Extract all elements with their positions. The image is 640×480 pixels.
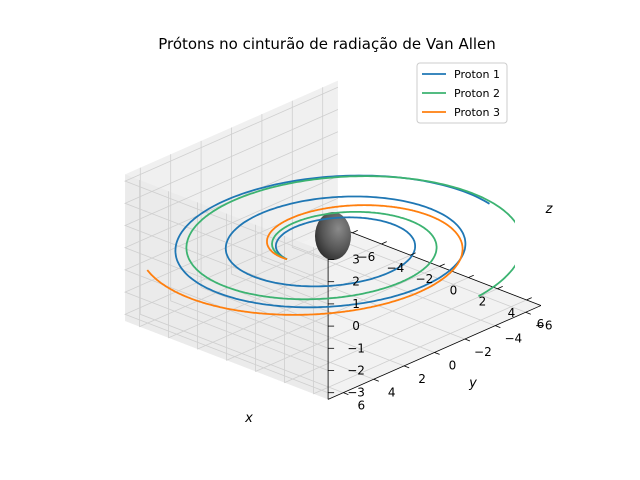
gridline-y bbox=[170, 154, 374, 380]
y-tick-label: 4 bbox=[388, 385, 396, 399]
earth-sphere-body bbox=[315, 212, 351, 260]
trajectory-line bbox=[146, 204, 464, 316]
x-tick-mark bbox=[381, 241, 387, 245]
gridline-y bbox=[231, 127, 435, 353]
gridline-x bbox=[255, 224, 469, 373]
x-tick-label: 0 bbox=[450, 283, 458, 297]
legend-label-1: Proton 1 bbox=[454, 68, 500, 81]
gridline-x bbox=[313, 247, 527, 395]
z-tick-label: 3 bbox=[352, 253, 360, 267]
gridline-z bbox=[124, 220, 339, 394]
z-tick-label: 0 bbox=[352, 319, 360, 333]
y-tick-label: −2 bbox=[474, 345, 492, 359]
x-tick-mark bbox=[410, 252, 416, 256]
trajectories bbox=[146, 174, 515, 316]
y-tick-label: 2 bbox=[418, 372, 426, 386]
legend: Proton 1 Proton 2 Proton 3 bbox=[416, 62, 508, 124]
y-tick-mark bbox=[495, 325, 501, 328]
x-tick-label: −6 bbox=[358, 250, 376, 264]
gridline-z bbox=[124, 131, 339, 305]
z-tick-label: 1 bbox=[352, 297, 360, 311]
grid-lines bbox=[124, 86, 527, 395]
x-tick-mark bbox=[439, 263, 445, 267]
x-tick-mark bbox=[352, 230, 358, 234]
y-tick-mark bbox=[525, 311, 531, 315]
y-tick-label: 0 bbox=[449, 359, 457, 373]
x-tick-label: 4 bbox=[508, 306, 516, 320]
gridline-z bbox=[124, 86, 339, 260]
gridline-y bbox=[139, 167, 344, 394]
trajectory-line bbox=[185, 175, 515, 301]
gridline-y bbox=[291, 100, 496, 327]
z-tick-label: −2 bbox=[347, 364, 365, 378]
gridline-z bbox=[124, 175, 339, 349]
y-tick-mark bbox=[464, 338, 471, 342]
earth-sphere bbox=[315, 212, 351, 260]
y-tick-label: −6 bbox=[535, 318, 553, 332]
x-tick-mark bbox=[468, 274, 474, 278]
y-tick-mark bbox=[403, 365, 410, 369]
gridline-z bbox=[124, 109, 339, 283]
x-tick-mark bbox=[526, 297, 532, 301]
y-tick-mark bbox=[343, 392, 349, 395]
z-axis-label: z bbox=[545, 202, 554, 217]
chart-title: Prótons no cinturão de radiação de Van A… bbox=[158, 35, 496, 53]
x-tick-mark bbox=[497, 286, 503, 290]
y-axis-label: y bbox=[468, 376, 477, 391]
gridline-y bbox=[261, 114, 466, 340]
x-tick-label: −2 bbox=[416, 272, 434, 286]
gridline-y bbox=[200, 140, 405, 367]
z-tick-label: 2 bbox=[352, 275, 360, 289]
legend-label-2: Proton 2 bbox=[454, 87, 500, 100]
z-tick-label: −3 bbox=[347, 386, 365, 400]
legend-label-3: Proton 3 bbox=[454, 106, 500, 119]
x-tick-label: 6 bbox=[537, 317, 545, 331]
gridline-x bbox=[197, 202, 411, 350]
legend-box bbox=[416, 62, 508, 124]
gridline-z bbox=[124, 197, 339, 371]
y-tick-label: −4 bbox=[504, 332, 522, 346]
y-tick-label: 6 bbox=[357, 399, 365, 413]
gridline-z bbox=[124, 153, 339, 327]
y-tick-mark bbox=[434, 352, 440, 355]
trajectory-line bbox=[174, 174, 490, 309]
x-axis-label: x bbox=[244, 411, 253, 426]
z-tick-label: −1 bbox=[347, 341, 365, 355]
x-tick-label: 2 bbox=[479, 295, 487, 309]
y-tick-mark bbox=[373, 378, 379, 382]
x-tick-label: −4 bbox=[387, 261, 405, 275]
gridline-x bbox=[226, 213, 440, 361]
